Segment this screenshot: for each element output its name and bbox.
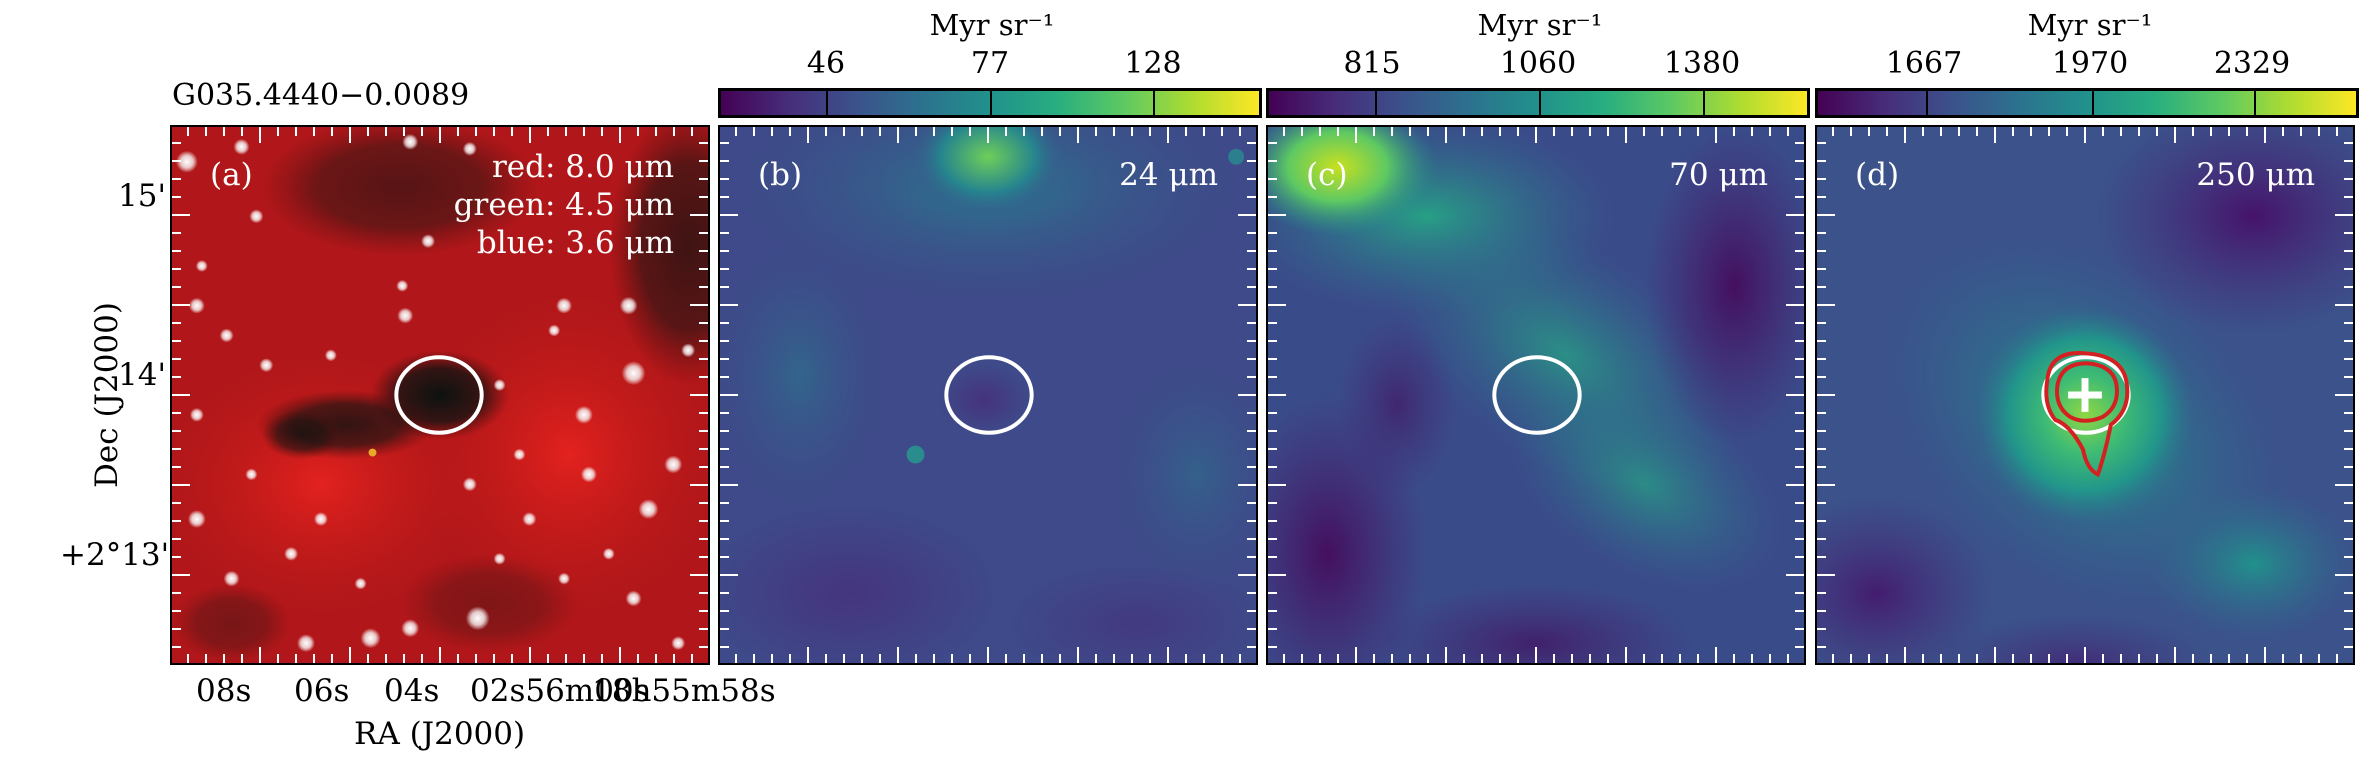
panel-b-band: 24 μm xyxy=(1119,157,1218,193)
target-ellipse xyxy=(1492,355,1582,435)
colorbar-tick: 1380 xyxy=(1663,46,1741,81)
dec-axis-label-text: Dec (J2000) xyxy=(88,302,125,488)
panel-b-label: (b) xyxy=(758,157,803,193)
colorbar-gradient xyxy=(718,88,1262,118)
target-ellipse xyxy=(944,355,1034,435)
colorbar-gradient xyxy=(1266,88,1810,118)
panel-d-band: 250 μm xyxy=(2196,157,2315,193)
colorbar-tick: 128 xyxy=(1124,46,1182,81)
panel-c-image xyxy=(1268,127,1804,663)
panel-d-image xyxy=(1817,127,2353,663)
panel-a-label: (a) xyxy=(210,157,253,193)
colorbar-tick: 77 xyxy=(970,46,1010,81)
panel-a-rgb-image: (a) red: 8.0 μm green: 4.5 μm blue: 3.6 … xyxy=(170,125,710,665)
panel-d-250um-image: (d) 250 μm xyxy=(1815,125,2355,665)
panel-a-legend-blue: blue: 3.6 μm xyxy=(476,225,674,261)
panel-c-70um-image: (c) 70 μm xyxy=(1266,125,1806,665)
colorbar-unit: Myr sr⁻¹ xyxy=(929,8,1055,42)
dec-axis-label: Dec (J2000) xyxy=(89,302,125,488)
panel-a-legend-green: green: 4.5 μm xyxy=(453,187,674,223)
panel-a-image xyxy=(172,127,708,663)
panel-d-label: (d) xyxy=(1855,157,1900,193)
ra-tick: 04s xyxy=(384,673,440,709)
colorbar-tick: 1667 xyxy=(1885,46,1963,81)
source-name: G035.4440−0.0089 xyxy=(172,78,470,113)
peak-cross xyxy=(2068,378,2102,412)
colorbar-tick: 2329 xyxy=(2213,46,2291,81)
colorbar-unit: Myr sr⁻¹ xyxy=(1477,8,1603,42)
ra-tick: 08s xyxy=(196,673,252,709)
panel-b-24um-image: (b) 24 μm xyxy=(718,125,1258,665)
dec-tick-13: +2°13' xyxy=(60,537,170,573)
colorbar-unit: Myr sr⁻¹ xyxy=(2027,8,2153,42)
colorbar-tick: 46 xyxy=(806,46,846,81)
contour-inner xyxy=(2054,361,2119,423)
ra-tick: 06s xyxy=(294,673,350,709)
colorbar-gradient xyxy=(1815,88,2359,118)
dec-tick-14: 14' xyxy=(118,357,166,393)
colorbar-tick: 815 xyxy=(1343,46,1401,81)
panel-a-legend-red: red: 8.0 μm xyxy=(491,149,674,185)
target-ellipse xyxy=(394,355,484,435)
dec-tick-15: 15' xyxy=(118,178,166,214)
panel-b-image xyxy=(720,127,1256,663)
colorbar-tick: 1060 xyxy=(1499,46,1577,81)
panel-c-band: 70 μm xyxy=(1669,157,1768,193)
panel-c-label: (c) xyxy=(1306,157,1348,193)
contour-outer xyxy=(2044,351,2130,478)
ra-tick: 02s56m00s xyxy=(470,673,650,709)
ra-tick: 18h55m58s xyxy=(592,673,776,709)
colorbar-tick: 1970 xyxy=(2051,46,2129,81)
ra-axis-label: RA (J2000) xyxy=(354,716,526,752)
